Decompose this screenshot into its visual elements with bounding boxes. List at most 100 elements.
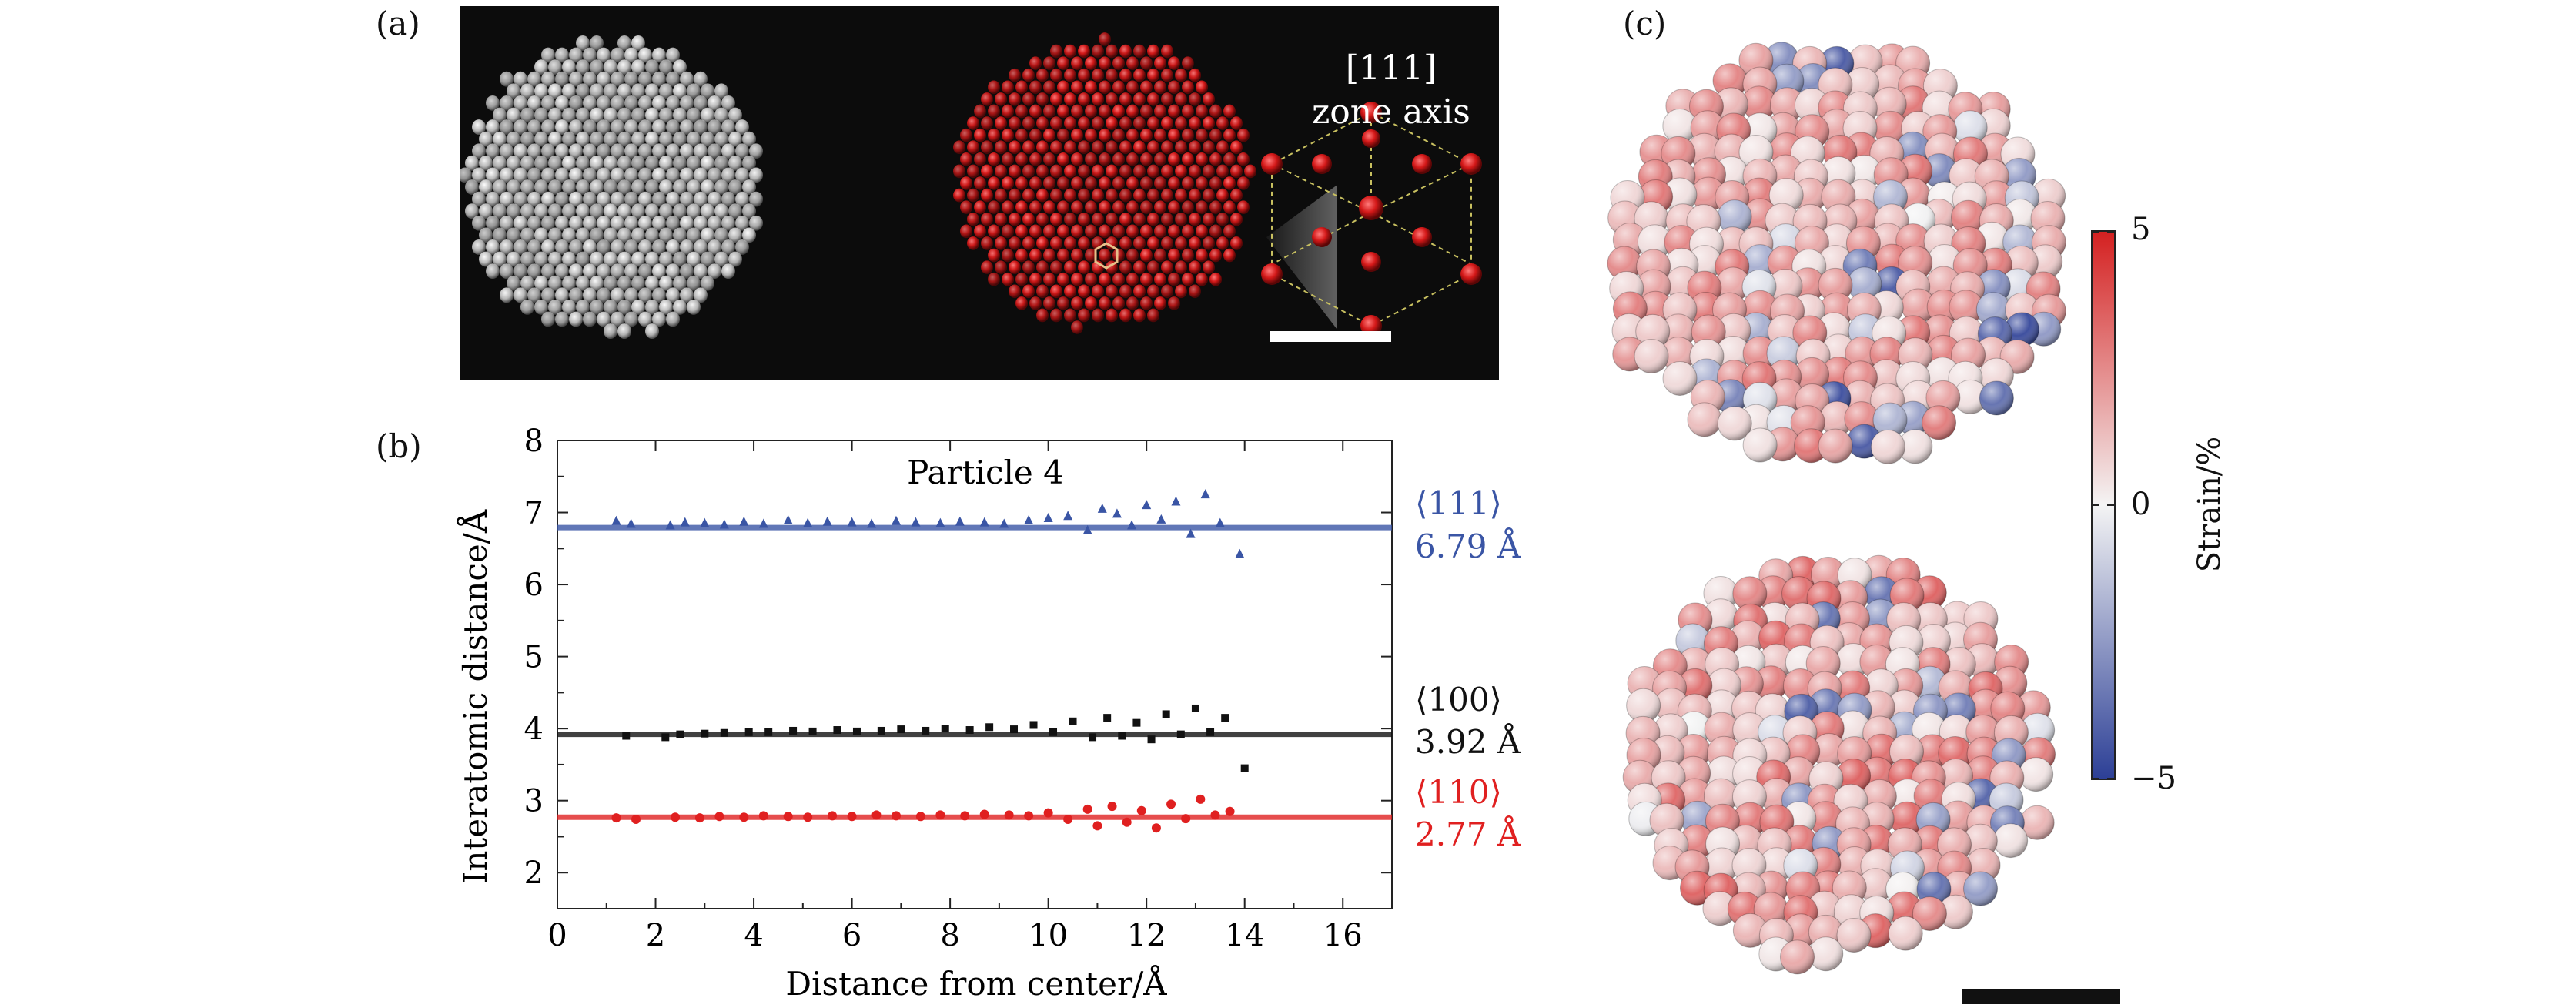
y-tick-label: 8 <box>524 424 544 459</box>
tomography-image: [111] zone axis <box>460 6 1499 380</box>
data-point-series-0 <box>1063 511 1073 521</box>
x-tick-label: 4 <box>744 918 763 953</box>
data-point-series-0 <box>783 514 793 524</box>
hexagon-highlight <box>1094 242 1119 270</box>
y-tick-label: 5 <box>524 640 544 675</box>
colorbar-min: −5 <box>2131 761 2176 796</box>
data-point-series-2 <box>631 815 641 825</box>
data-point-series-0 <box>758 518 768 528</box>
x-tick-label: 2 <box>646 918 665 953</box>
data-point-series-1 <box>1191 704 1199 712</box>
data-point-series-2 <box>1122 817 1132 827</box>
data-point-series-0 <box>999 518 1009 528</box>
data-point-series-0 <box>719 519 729 529</box>
data-point-series-1 <box>1132 718 1141 727</box>
data-point-series-0 <box>1186 528 1196 538</box>
data-point-series-1 <box>744 728 753 736</box>
zoom-cone <box>1266 185 1337 330</box>
data-point-series-2 <box>979 809 989 819</box>
data-point-series-1 <box>1010 725 1019 734</box>
red-atom-cluster <box>953 32 1256 334</box>
data-point-series-2 <box>891 811 901 821</box>
particle-bottom <box>1622 554 2056 975</box>
data-point-series-0 <box>911 517 921 527</box>
data-point-series-0 <box>891 515 901 525</box>
data-point-series-2 <box>1043 808 1053 818</box>
colorbar-ticks <box>2092 231 2115 779</box>
data-point-series-2 <box>1166 799 1176 809</box>
scale-bar-a <box>1270 331 1391 342</box>
colorbar-max: 5 <box>2131 212 2151 247</box>
colorbar-mid: 0 <box>2131 487 2151 522</box>
data-point-series-0 <box>626 518 636 528</box>
series-100-value: 3.92 Å <box>1415 723 1521 761</box>
data-point-series-1 <box>833 726 841 735</box>
x-tick-label: 14 <box>1225 918 1264 953</box>
data-point-series-1 <box>1069 717 1077 725</box>
data-point-series-0 <box>680 517 690 527</box>
data-point-series-0 <box>822 516 832 526</box>
atom-reconstruction <box>460 32 1482 342</box>
y-tick-label: 7 <box>524 496 544 531</box>
y-axis-label: Interatomic distance/Å <box>456 509 494 884</box>
data-point-series-1 <box>852 727 861 735</box>
data-point-series-2 <box>1092 821 1102 831</box>
data-point-series-1 <box>897 725 905 734</box>
fcc-unit-cell <box>1261 102 1482 337</box>
data-point-series-1 <box>1049 728 1058 736</box>
data-point-series-2 <box>1225 806 1235 816</box>
colorbar-label: Strain/% <box>2192 436 2228 573</box>
data-point-series-0 <box>1156 514 1166 524</box>
data-point-series-2 <box>935 810 945 820</box>
data-point-series-0 <box>867 518 877 528</box>
data-point-series-2 <box>828 811 838 821</box>
data-point-series-2 <box>1151 823 1161 833</box>
y-tick-label: 6 <box>524 568 544 603</box>
data-point-series-0 <box>1097 503 1107 513</box>
particle-top <box>1607 42 2066 464</box>
data-point-series-2 <box>611 813 621 823</box>
data-point-series-0 <box>979 517 989 527</box>
chart-title: Particle 4 <box>907 454 1064 491</box>
data-point-series-0 <box>611 515 621 525</box>
scale-bar-c <box>1962 989 2120 1004</box>
plot-frame <box>557 440 1393 909</box>
zone-axis-line2: zone axis <box>1312 92 1470 132</box>
data-point-series-1 <box>701 729 709 738</box>
data-point-series-2 <box>671 812 681 822</box>
data-point-series-2 <box>915 812 925 822</box>
data-point-series-0 <box>739 516 749 526</box>
x-tick-label: 0 <box>547 918 567 953</box>
data-point-series-2 <box>960 811 970 821</box>
data-point-series-1 <box>1029 721 1038 729</box>
data-point-series-2 <box>803 812 813 822</box>
data-point-series-1 <box>764 728 773 736</box>
data-point-series-0 <box>1142 500 1152 510</box>
data-point-series-2 <box>1210 810 1220 820</box>
series-111-name: ⟨111⟩ <box>1415 484 1502 522</box>
data-point-series-0 <box>803 517 813 527</box>
data-point-series-1 <box>661 733 670 742</box>
x-tick-label: 12 <box>1127 918 1166 953</box>
series-100-name: ⟨100⟩ <box>1415 681 1502 718</box>
data-point-series-1 <box>1240 764 1249 772</box>
x-tick-label: 8 <box>940 918 959 953</box>
data-point-series-0 <box>847 517 857 527</box>
data-point-series-2 <box>1181 814 1191 824</box>
data-point-series-2 <box>1063 815 1073 825</box>
data-point-series-1 <box>622 732 631 740</box>
data-point-series-2 <box>1082 804 1092 814</box>
data-point-series-2 <box>1024 811 1034 821</box>
data-point-series-0 <box>955 516 965 526</box>
data-point-series-0 <box>1024 514 1034 524</box>
data-point-series-0 <box>1215 517 1225 527</box>
data-point-series-1 <box>720 728 728 737</box>
panel-label-c: (c) <box>1623 5 1667 42</box>
data-point-series-0 <box>665 520 675 530</box>
data-point-series-1 <box>808 727 817 735</box>
white-atom-cluster <box>460 35 763 339</box>
data-point-series-1 <box>965 726 974 735</box>
data-point-series-0 <box>1082 524 1092 534</box>
data-point-series-0 <box>1112 508 1122 518</box>
data-point-series-0 <box>935 517 945 527</box>
